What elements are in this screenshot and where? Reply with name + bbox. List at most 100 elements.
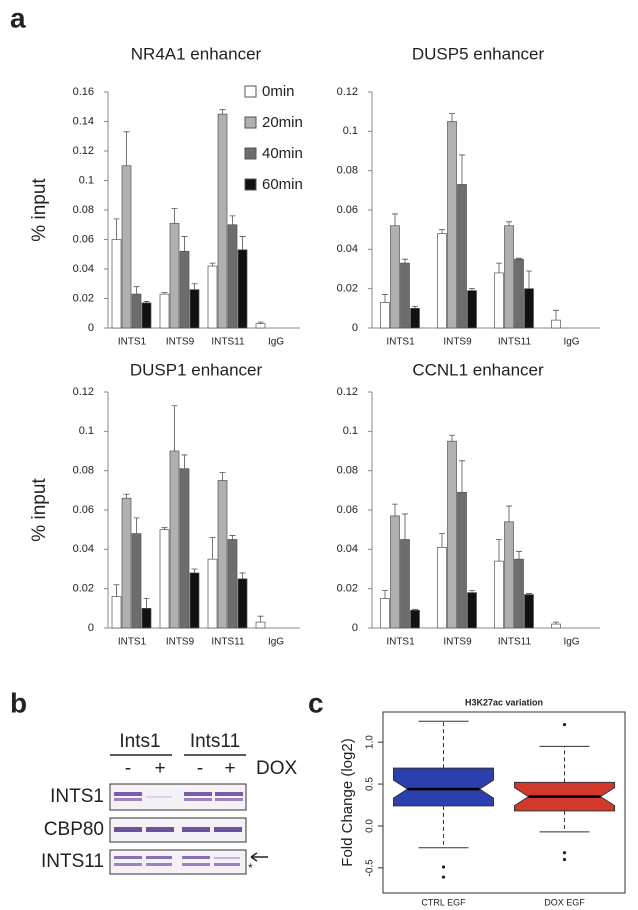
bar (437, 547, 447, 629)
blot-group: Ints1 (119, 731, 160, 752)
bar (437, 233, 447, 329)
error-bar (229, 215, 236, 225)
bar (237, 249, 248, 329)
blot-image (109, 783, 247, 875)
legend-label: 20min (262, 114, 303, 131)
x-tick-label: INTS11 (498, 337, 532, 348)
error-bar (239, 572, 246, 579)
legend-swatch (244, 147, 257, 160)
bar (159, 293, 170, 329)
error-bar (439, 533, 445, 548)
outlier (562, 851, 567, 855)
bar (410, 307, 420, 329)
band (182, 856, 210, 859)
error-bar (392, 503, 398, 516)
error-bar (181, 454, 188, 469)
bar (504, 521, 514, 629)
x-tick-label: INTS9 (443, 637, 472, 648)
x-tick-label: INTS9 (443, 337, 472, 348)
error-bar (113, 584, 120, 597)
x-tick-label: INTS1 (118, 337, 147, 348)
error-bar (209, 537, 216, 560)
treatment-sign: + (224, 758, 235, 779)
error-bar (496, 262, 502, 273)
error-bar (469, 590, 475, 593)
x-tick-label: INTS11 (211, 337, 245, 348)
y-tick-label: 0.12 (73, 386, 94, 398)
error-bar (439, 229, 445, 234)
error-bar (382, 294, 388, 303)
y-axis-label: % input (29, 478, 50, 542)
blot-frame (109, 849, 247, 875)
y-tick-label: 0 (88, 322, 94, 334)
y-tick-label: 0.1 (343, 125, 358, 137)
bar (467, 290, 477, 329)
panel-label: b (10, 687, 27, 718)
error-bar (171, 405, 178, 451)
error-bar (171, 208, 178, 224)
bar (189, 289, 200, 329)
error-bar (219, 109, 226, 115)
blot-row-label: INTS1 (50, 786, 104, 807)
y-tick-label: 0 (352, 622, 358, 634)
bar (131, 293, 142, 329)
error-bar (459, 154, 465, 185)
x-tick-label: CTRL EGF (421, 897, 466, 907)
error-bar (161, 527, 168, 530)
bar (380, 302, 390, 329)
y-tick-label: 0.14 (73, 115, 94, 127)
bar (189, 572, 200, 629)
band (114, 856, 142, 859)
error-bar (412, 305, 418, 309)
error-bar (449, 113, 455, 122)
band (184, 792, 212, 796)
error-bar (257, 615, 264, 623)
legend-swatch (244, 85, 257, 98)
arrow-head (250, 852, 258, 862)
bar (447, 440, 457, 629)
y-tick-label: 0.04 (73, 543, 94, 555)
error-bar (459, 460, 465, 493)
error-bar (113, 218, 120, 240)
error-bar (209, 262, 216, 267)
y-tick-label: -0.5 (365, 859, 376, 877)
plot-frame (382, 711, 626, 894)
bar (447, 121, 457, 329)
error-bar (123, 493, 130, 499)
chart-title: NR4A1 enhancer (131, 44, 262, 63)
bar (169, 222, 180, 329)
box (393, 767, 494, 807)
y-tick-label: 0.08 (337, 165, 358, 177)
error-bar (219, 472, 226, 481)
x-tick-label: INTS11 (498, 637, 532, 648)
legend-label: 60min (262, 176, 303, 193)
bar (179, 468, 190, 629)
blot-frame (109, 783, 247, 811)
error-bar (143, 598, 150, 609)
band (146, 796, 172, 798)
y-tick-label: 0.1 (343, 425, 358, 437)
bar (524, 594, 534, 629)
outlier (562, 722, 567, 727)
bar (227, 539, 238, 629)
band (182, 827, 210, 832)
error-bar (553, 621, 559, 625)
error-bar (239, 236, 246, 250)
y-tick-label: 0.04 (73, 263, 94, 275)
bar (111, 596, 122, 629)
error-bar (516, 550, 522, 560)
bar (400, 262, 410, 329)
error-bar (469, 288, 475, 291)
error-bar (526, 593, 532, 595)
band (114, 863, 142, 866)
y-tick-label: 0.02 (337, 283, 358, 295)
y-tick-label: 1.0 (365, 735, 376, 749)
error-bar (143, 301, 150, 303)
bar (111, 239, 122, 329)
x-tick-label: IgG (563, 337, 579, 348)
band (215, 792, 243, 796)
error-bar (402, 513, 408, 540)
band (114, 792, 142, 796)
band (114, 798, 142, 801)
